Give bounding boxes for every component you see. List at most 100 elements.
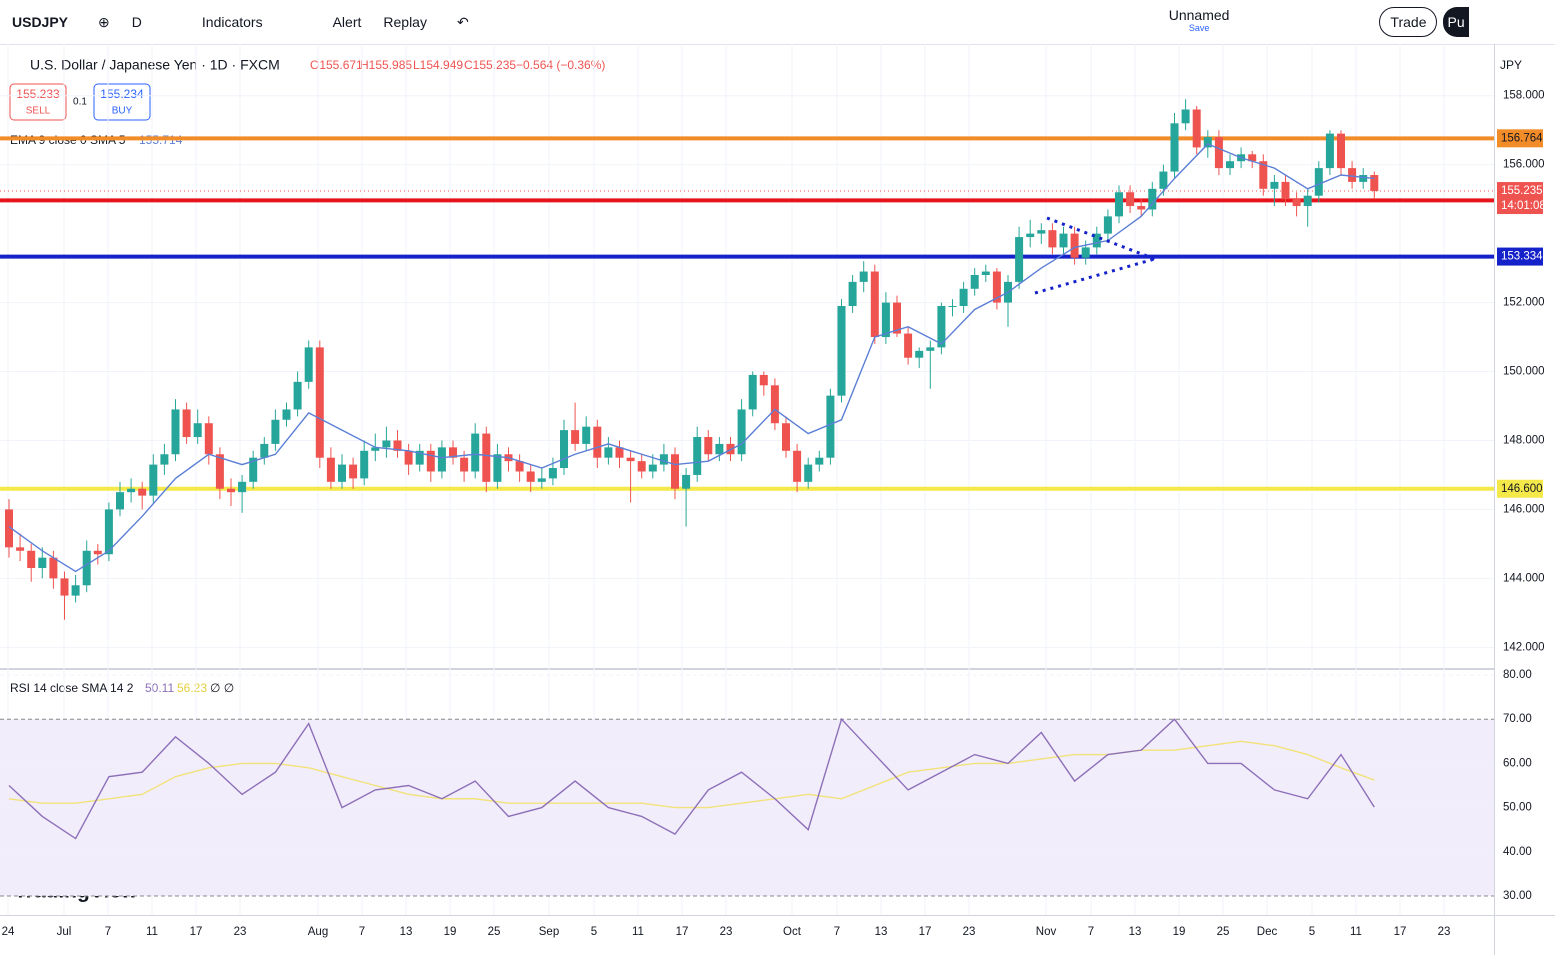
candle-body [315,347,324,458]
candle-body [1259,161,1268,189]
candle-body [560,430,568,469]
x-tick-label: 23 [1438,926,1451,938]
candle-body [82,550,91,586]
x-tick-label: 17 [919,926,932,938]
candle-body [1370,175,1379,192]
x-tick-label: Oct [783,926,802,938]
buy-price: 155.234 [100,87,144,101]
candle-body [948,306,957,308]
candle-body [1092,233,1101,248]
candle-body [593,426,602,458]
candle-body [38,557,47,569]
candle-body [715,443,724,455]
save: Save [1188,23,1210,33]
candle-body [116,492,124,510]
candle-body [815,457,824,465]
trade[interactable]: Trade [1379,7,1438,37]
x-tick-label: 11 [146,926,158,938]
candle-body [959,288,968,307]
candle-body [793,450,802,482]
candle-body [937,306,946,348]
x-tick-label: 23 [963,926,976,938]
candle-body [682,474,691,489]
candle-body [482,433,491,482]
x-tick-label: 11 [1350,926,1362,938]
layout[interactable]: Unnamed Save [1169,8,1230,35]
publish[interactable]: Pu [1443,7,1469,37]
x-tick-label: 5 [591,926,597,938]
candle-body [881,302,890,338]
candle-body [1015,237,1024,282]
candle-body [615,447,624,458]
candle-body [748,374,757,410]
candle-body [60,578,69,596]
candle-body [782,423,790,451]
rsi-tick-label: 60.00 [1503,757,1532,769]
candle-body [204,423,213,455]
x-tick-label: 23 [720,926,733,938]
rsi-tick-label: 80.00 [1503,669,1532,681]
interval[interactable]: D [131,14,142,30]
y-tick-label: 152.000 [1503,297,1545,309]
chart: U.S. Dollar / Japanese Yen · 1D · FXCM O… [0,44,1555,955]
candle-body [437,447,446,472]
x-tick-label: 19 [444,926,457,938]
y-tick-label: 150.000 [1503,366,1545,378]
candle-body [637,461,646,472]
legend-title: U.S. Dollar / Japanese Yen · 1D · FXCM [30,57,280,73]
candle-body [149,464,158,496]
replay[interactable]: Replay [383,14,427,30]
candle-body [304,347,313,382]
candle-body [1214,137,1223,169]
rsi-line [8,717,1375,840]
candle-body [770,385,779,424]
legend-close: C155.235 [464,58,516,72]
undo[interactable]: ↶ [456,13,469,30]
plot: 24 Jul 7 11 17 23 Aug 7 13 19 25 Sep 5 11 17 23 Oct 7 13 17… [0,44,1546,938]
candle-body [904,333,913,358]
candle-body [926,347,935,351]
candle-body [326,457,335,482]
time-axis-border [0,915,1555,916]
x-tick-label: 7 [834,926,840,938]
x-tick-label: 17 [1394,926,1407,938]
candle-body [915,350,924,358]
candle-body [260,443,269,458]
candle-body [1059,233,1068,248]
rsi-value: 50.11 [145,681,174,695]
x-tick-label: Jul [57,926,72,938]
symbol[interactable]: USDJPY [12,14,69,30]
y-tick-label: 148.000 [1503,434,1545,446]
buy-label: BUY [112,106,133,117]
currency[interactable]: JPY [1500,58,1522,72]
price-line-tag [1497,247,1543,266]
candle-body [1226,161,1234,169]
candle-body [460,457,469,472]
candle-body [1248,154,1257,162]
candle-body [27,550,36,569]
candle-body [393,440,402,451]
x-tick-label: 7 [359,926,365,938]
x-tick-label: 7 [105,926,111,938]
candle-body [1303,195,1312,207]
candle-body [1070,233,1079,258]
price-line-tag [1497,129,1543,148]
candle-body [49,557,58,579]
pennant-lower [1034,256,1159,295]
candle-body [360,450,369,479]
alert[interactable]: Alert [332,14,362,30]
sell-label: SELL [26,106,51,117]
sell-button[interactable] [9,83,67,121]
x-tick-label: 5 [1309,926,1315,938]
candle-body [1126,192,1135,207]
candle-body [382,440,391,448]
candle-body [338,464,346,482]
toolbar: USDJPY ⊕ D Indicators Alert Replay ↶ Unn… [0,0,1555,45]
candle-body [127,488,136,493]
plus[interactable]: ⊕ [98,13,110,30]
legend-open: O155.671 [310,58,363,72]
candle-body [604,447,613,458]
x-tick-label: 17 [676,926,689,938]
indicators[interactable]: Indicators [201,14,263,30]
candle-body [693,437,702,475]
